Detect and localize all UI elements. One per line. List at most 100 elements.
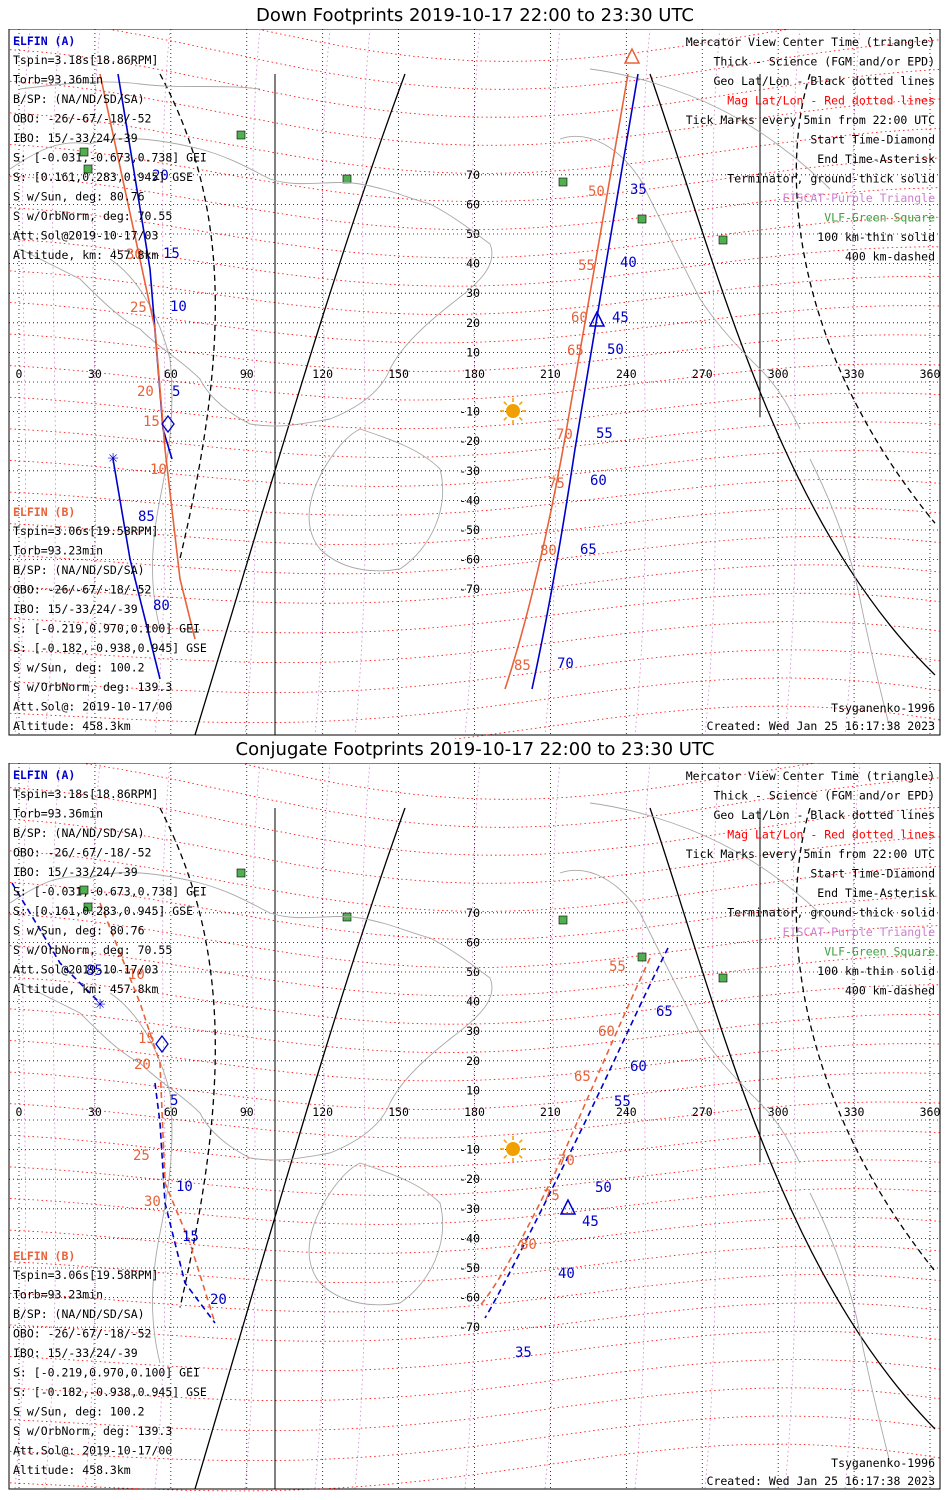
elfin-b-info: ELFIN (B) — [13, 1249, 75, 1263]
lon-tick-label: 270 — [692, 367, 713, 381]
elfin-a-info: ELFIN (A) — [13, 34, 75, 48]
legend-item: 400 km-dashed — [845, 984, 935, 998]
elfin-a-tick: 20 — [210, 1292, 227, 1308]
info-line: OBO: -26/-67/-18/-52 — [13, 583, 151, 597]
lon-tick-label: 330 — [844, 367, 865, 381]
mag-lat-line — [9, 1071, 941, 1110]
elfin-a-track — [531, 73, 639, 690]
vlf-station — [718, 235, 728, 245]
legend-item: Start Time-Diamond — [810, 867, 935, 881]
elfin-a-label: ELFIN (A) — [13, 34, 75, 48]
info-line: Att.Sol@: 2019-10-17/00 — [13, 700, 172, 714]
vlf-station — [558, 177, 568, 187]
info-line: Torb=93.36min — [13, 807, 103, 821]
vlf-station — [83, 164, 93, 174]
legend-item: Geo Lat/Lon - Black dotted lines — [713, 808, 935, 822]
vlf-station — [637, 214, 647, 224]
vlf-station — [79, 885, 89, 895]
elfin-b-label: ELFIN (B) — [13, 505, 75, 519]
elfin-a-track — [154, 1082, 216, 1324]
elfin-a-tick: 10 — [170, 299, 187, 315]
vlf-station — [236, 868, 246, 878]
lon-tick-label: 360 — [920, 1105, 941, 1119]
vlf-station — [558, 915, 568, 925]
lat-tick-label: 10 — [466, 1083, 480, 1097]
info-line: S w/Sun, deg: 100.2 — [13, 1405, 145, 1419]
mag-lat-line — [104, 29, 941, 90]
info-line: IBO: 15/-33/24/-39 — [13, 131, 138, 145]
vlf-station — [236, 130, 246, 140]
start-time-diamond — [155, 1034, 169, 1054]
lat-tick-label: -10 — [459, 405, 480, 419]
elfin-b-tick: 70 — [558, 1153, 575, 1169]
info-line: Torb=93.23min — [13, 1288, 103, 1302]
elfin-a-tick: 80 — [153, 598, 170, 614]
lat-tick-label: 20 — [466, 1054, 480, 1068]
mag-lat-line — [9, 1040, 941, 1082]
end-time-asterisk: ✳ — [95, 993, 106, 1014]
legend-item: Mercator View Center Time (triangle) — [686, 35, 935, 49]
elfin-b-tick: 60 — [571, 310, 588, 326]
elfin-b-tick: 85 — [514, 658, 531, 674]
vlf-station — [79, 147, 89, 157]
lon-tick-label: 150 — [388, 1105, 409, 1119]
elfin-b-track — [99, 902, 216, 1324]
elfin-b-tick: 80 — [540, 543, 557, 559]
lat-tick-label: 60 — [466, 935, 480, 949]
info-line: S: [-0.219,0.970,0.100] GEI — [13, 622, 200, 636]
lat-tick-label: 60 — [466, 197, 480, 211]
elfin-b-tick: 70 — [556, 427, 573, 443]
elfin-b-tick: 55 — [609, 959, 626, 975]
sun-icon — [500, 398, 526, 424]
elfin-a-label: ELFIN (A) — [13, 768, 75, 782]
lon-tick-label: 300 — [768, 1105, 789, 1119]
info-line: IBO: 15/-33/24/-39 — [13, 865, 138, 879]
lat-tick-label: -50 — [459, 523, 480, 537]
legend-item: Terminator, ground-thick solid — [727, 172, 935, 186]
info-line: S w/Sun, deg: 80.76 — [13, 190, 145, 204]
mag-lat-line — [9, 945, 941, 997]
info-line: Tspin=3.06s[19.58RPM] — [13, 1268, 158, 1282]
info-line: S: [-0.182,-0.938,0.945] GSE — [13, 641, 207, 655]
elfin-a-tick: 45 — [612, 310, 629, 326]
elfin-a-tick: 20 — [152, 168, 169, 184]
info-line: S: [-0.182,-0.938,0.945] GSE — [13, 1385, 207, 1399]
info-line: Torb=93.36min — [13, 73, 103, 87]
legend-item: VLF-Green Square — [824, 211, 935, 225]
lat-tick-label: 70 — [466, 906, 480, 920]
terminator-400km — [795, 807, 936, 1272]
lat-tick-label: -70 — [459, 582, 480, 596]
mag-lat-line — [9, 913, 941, 969]
model-label: Tsyganenko-1996 — [831, 701, 935, 715]
vlf-station — [342, 174, 352, 184]
lat-tick-label: -30 — [459, 464, 480, 478]
legend-item: End Time-Asterisk — [817, 886, 935, 900]
legend-item: Tick Marks every 5min from 22:00 UTC — [686, 847, 935, 861]
elfin-a-tick: 70 — [557, 656, 574, 672]
lon-tick-label: 360 — [920, 367, 941, 381]
info-line: OBO: -26/-67/-18/-52 — [13, 846, 151, 860]
info-line: B/SP: (NA/ND/SD/SA) — [13, 563, 145, 577]
elfin-a-track — [11, 882, 101, 1004]
info-line: S: [-0.031,-0.673,0.738] GEI — [13, 151, 207, 165]
lon-tick-label: 0 — [16, 1105, 23, 1119]
info-line: Att.Sol@2019-10-17/03 — [13, 229, 158, 243]
elfin-b-tick: 60 — [598, 1024, 615, 1040]
lat-tick-label: -60 — [459, 553, 480, 567]
lat-tick-label: -10 — [459, 1143, 480, 1157]
elfin-a-track — [484, 947, 669, 1319]
vlf-station — [637, 952, 647, 962]
mag-lat-line — [9, 976, 940, 1025]
elfin-b-tick: 20 — [134, 1057, 151, 1073]
terminator-ground — [194, 807, 406, 1490]
elfin-b-tick: 50 — [588, 184, 605, 200]
lon-tick-label: 180 — [464, 1105, 485, 1119]
elfin-b-tick: 65 — [574, 1069, 591, 1085]
conjugate-footprints-map: 0 30 60 90 120 150 180 210 240 270 300 330 360 70 60 50… — [8, 763, 941, 1492]
info-line: OBO: -26/-67/-18/-52 — [13, 1327, 151, 1341]
center-time-triangle — [588, 310, 606, 327]
elfin-b-tick: 30 — [144, 1194, 161, 1210]
legend-item: End Time-Asterisk — [817, 152, 935, 166]
vlf-station — [83, 902, 93, 912]
legend-item: 100 km-thin solid — [817, 230, 935, 244]
